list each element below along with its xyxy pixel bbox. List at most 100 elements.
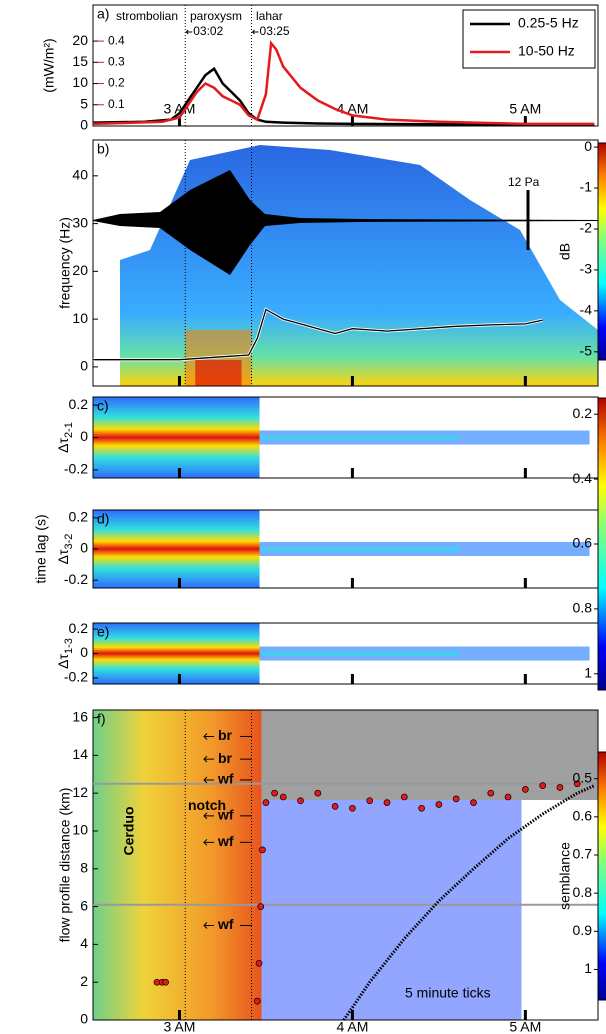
panel-label: d) bbox=[97, 511, 109, 527]
plot-frame bbox=[92, 4, 599, 127]
y-tick-label: -0.2 bbox=[64, 461, 88, 477]
site-label: Cerduo bbox=[121, 806, 137, 855]
y-tick-label: 20 bbox=[72, 32, 88, 48]
colorbar-tick-label: 0.8 bbox=[573, 884, 593, 900]
xcorr-image bbox=[93, 397, 260, 478]
y-tick-label: 5 bbox=[80, 95, 88, 111]
y-tick-label: 12 bbox=[72, 784, 88, 800]
tau-subscript: 2-1 bbox=[63, 422, 75, 438]
y-tick-label: 10 bbox=[72, 310, 88, 326]
y-tick-label: 0 bbox=[80, 358, 88, 374]
y-tick-label: 10 bbox=[72, 822, 88, 838]
event-label: 03:25 bbox=[260, 24, 290, 38]
colorbar-tick-label: 1 bbox=[584, 664, 592, 680]
spectrogram-core bbox=[195, 360, 242, 386]
y2-tick-label: 0.2 bbox=[108, 76, 125, 90]
y2-tick-label: 0.4 bbox=[108, 33, 125, 47]
phase-label: strombolian bbox=[116, 9, 178, 23]
feature-label: wf bbox=[217, 833, 234, 849]
y-tick-label: 0.2 bbox=[69, 396, 89, 412]
pick bbox=[418, 804, 425, 812]
pick bbox=[255, 959, 263, 967]
note: 5 minute ticks bbox=[405, 985, 491, 1001]
y-tick-label: 0.2 bbox=[69, 509, 89, 525]
xcorr-image bbox=[93, 510, 260, 588]
feature-label: notch bbox=[188, 797, 226, 813]
phase-label: lahar bbox=[256, 9, 283, 23]
x-tick-label: 5 AM bbox=[509, 101, 541, 117]
colorbar bbox=[597, 397, 606, 691]
pick bbox=[162, 978, 169, 986]
colorbar-tick-label: 0.9 bbox=[573, 922, 593, 938]
colorbar-tick-label: 0.6 bbox=[573, 535, 593, 551]
xcorr-tail-core bbox=[259, 435, 460, 440]
feature-label: br bbox=[218, 750, 233, 766]
colorbar-tick-label: -2 bbox=[580, 220, 593, 236]
y-axis-label: time lag (s) bbox=[33, 514, 49, 583]
pick bbox=[279, 793, 287, 801]
pick bbox=[262, 799, 270, 806]
pick bbox=[383, 799, 391, 806]
waveform bbox=[93, 170, 598, 275]
semblance-image bbox=[93, 710, 262, 1020]
semblance-gray bbox=[261, 710, 598, 800]
y-tick-label: 0 bbox=[80, 117, 88, 133]
pick bbox=[349, 804, 356, 812]
y-tick-label: -0.2 bbox=[64, 669, 88, 685]
y-tick-label: 0.2 bbox=[69, 620, 89, 636]
tau: Δτ bbox=[55, 438, 71, 453]
pick bbox=[435, 801, 443, 808]
pick bbox=[259, 846, 266, 854]
mean-frequency bbox=[93, 308, 543, 361]
series-line bbox=[92, 40, 595, 126]
y-tick-label: -0.2 bbox=[64, 571, 88, 587]
y-tick-label: 30 bbox=[72, 214, 88, 230]
phase-label: paroxysm bbox=[190, 9, 242, 23]
y-tick-label: 15 bbox=[72, 53, 88, 69]
front-curve bbox=[342, 784, 596, 1021]
pick bbox=[253, 997, 261, 1005]
pick bbox=[573, 780, 581, 788]
colorbar-tick-label: -1 bbox=[580, 179, 593, 195]
event-arrow bbox=[251, 29, 259, 35]
pick bbox=[522, 786, 529, 793]
tau: Δτ bbox=[55, 654, 71, 669]
pick bbox=[314, 789, 322, 797]
y-tick-label: 10 bbox=[72, 74, 88, 90]
pick bbox=[366, 797, 374, 805]
pick bbox=[452, 795, 460, 803]
pick bbox=[331, 803, 339, 810]
y-tick-label: 40 bbox=[72, 167, 88, 183]
panel-label: e) bbox=[97, 624, 109, 640]
y-tick-label: 20 bbox=[72, 262, 88, 278]
colorbar-tick-label: 0.7 bbox=[573, 846, 593, 862]
panel-label: f) bbox=[97, 711, 106, 727]
y-tick-label: 16 bbox=[72, 708, 88, 724]
pick bbox=[556, 784, 564, 791]
pick bbox=[470, 799, 477, 806]
y-axis-label: Δτ2-1 bbox=[55, 422, 75, 453]
y-tick-label: 14 bbox=[72, 746, 88, 762]
y-tick-label: 0 bbox=[80, 540, 88, 556]
scale-bar-label: 12 Pa bbox=[508, 175, 540, 189]
y-tick-label: 4 bbox=[80, 935, 88, 951]
y-tick-label: 8 bbox=[80, 859, 88, 875]
colorbar bbox=[597, 751, 606, 1001]
colorbar-label: semblance bbox=[557, 842, 573, 910]
feature-arrow bbox=[203, 776, 214, 784]
event-arrow bbox=[185, 29, 193, 35]
feature-label: wf bbox=[217, 916, 234, 932]
feature-arrow bbox=[203, 922, 214, 929]
colorbar-tick-label: -4 bbox=[580, 302, 593, 318]
feature-label: wf bbox=[217, 807, 234, 823]
y-tick-label: 0 bbox=[80, 1011, 88, 1027]
x-tick-label: 4 AM bbox=[336, 1019, 368, 1034]
tau-subscript: 3-2 bbox=[63, 534, 75, 550]
colorbar-tick-label: 0.4 bbox=[573, 470, 593, 486]
colorbar-tick-label: -3 bbox=[580, 261, 593, 277]
colorbar-label: dB bbox=[557, 243, 573, 260]
pick bbox=[400, 793, 408, 801]
x-tick-label: 5 AM bbox=[509, 1019, 541, 1034]
